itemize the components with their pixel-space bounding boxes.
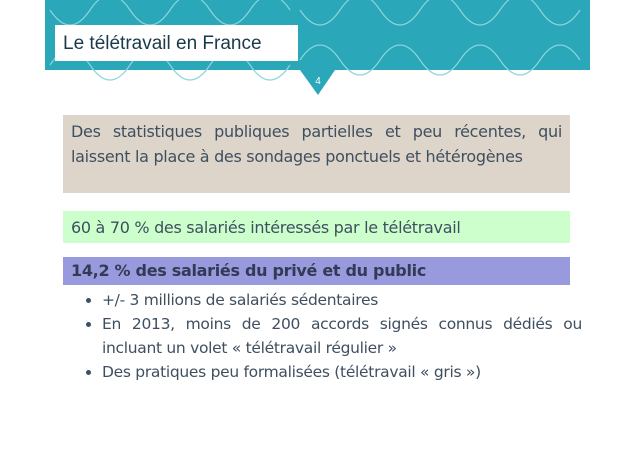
statement-box: 60 à 70 % des salariés intéressés par le… [63,211,570,243]
bullet: Des pratiques peu formalisées (télétrava… [102,360,582,384]
bullet-list: +/- 3 millions de salariés sédentairesEn… [80,288,582,384]
statement-box: 14,2 % des salariés du privé et du publi… [63,257,570,285]
banner-pattern [49,0,581,81]
statement-box: Des statistiques publiques partielles et… [63,115,570,193]
bullet: +/- 3 millions de salariés sédentaires [102,288,582,312]
banner-shape [45,0,590,95]
bullet: En 2013, moins de 200 accords signés con… [102,312,582,360]
banner: Le télétravail en France 4 [45,0,590,95]
title-box [55,25,298,61]
slide-title: Le télétravail en France [63,33,262,54]
page-number: 4 [315,76,321,87]
